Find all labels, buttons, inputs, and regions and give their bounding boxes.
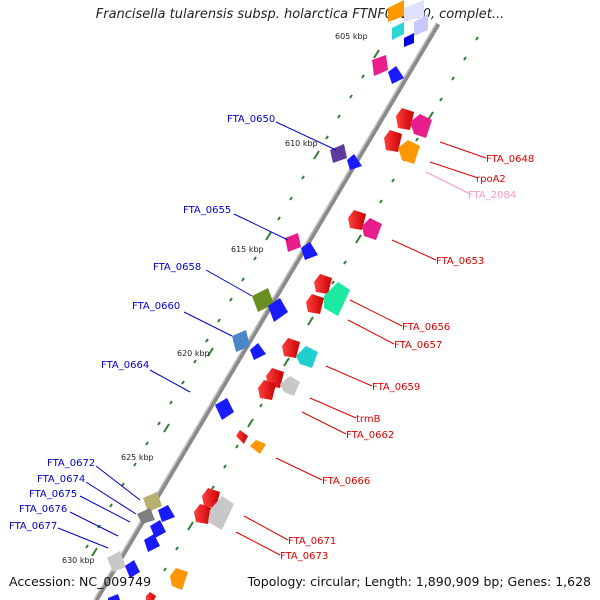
gene-arrow: [324, 282, 350, 316]
gene-arrow: [158, 505, 175, 522]
gene-arrow: [296, 346, 318, 368]
gene-arrow: [372, 55, 388, 76]
gene-arrow: [137, 508, 155, 524]
gene-label[interactable]: FTA_0656: [402, 322, 450, 333]
gene-arrow: [348, 210, 366, 230]
gene-arrow: [396, 108, 414, 130]
reverse-label-connectors: [235, 141, 487, 556]
tick-label: 610 kbp: [285, 139, 318, 148]
gene-arrow: [107, 551, 126, 572]
gene-label[interactable]: FTA_2084: [468, 190, 516, 201]
gene-label[interactable]: trmB: [356, 414, 381, 425]
forward-label-connectors: [57, 121, 337, 549]
gene-arrow: [236, 430, 248, 444]
gene-arrow: [268, 298, 288, 322]
gene-arrow: [150, 520, 166, 538]
topology-summary: Topology: circular; Length: 1,890,909 bp…: [247, 574, 591, 589]
gene-arrow: [170, 568, 188, 590]
major-tick-marks: [91, 49, 434, 557]
gene-arrow: [215, 398, 234, 420]
gene-arrow: [125, 560, 140, 578]
gene-arrow: [410, 114, 432, 138]
gene-arrow: [285, 233, 301, 252]
accession-label: Accession: NC_009749: [9, 574, 152, 589]
gene-label[interactable]: FTA_0655: [183, 205, 231, 216]
gene-arrow: [306, 294, 324, 314]
tick-label: 620 kbp: [177, 349, 210, 358]
gene-label[interactable]: FTA_0662: [346, 430, 394, 441]
gene-label[interactable]: FTA_0653: [436, 256, 484, 267]
gene-arrow: [146, 592, 156, 600]
gene-label[interactable]: FTA_0648: [486, 154, 534, 165]
gene-label[interactable]: rpoA2: [476, 174, 506, 185]
gene-label[interactable]: FTA_0676: [19, 504, 67, 515]
forward-genes[interactable]: [107, 55, 404, 600]
gene-arrow: [143, 492, 162, 512]
gene-label[interactable]: FTA_0675: [29, 489, 77, 500]
forward-gene-labels: FTA_0650 FTA_0655 FTA_0658 FTA_0660 FTA_…: [9, 114, 275, 532]
gene-arrow: [202, 488, 220, 508]
tick-label: 630 kbp: [62, 556, 95, 565]
gene-arrow: [280, 376, 300, 396]
gene-arrow: [250, 440, 266, 454]
gene-arrow: [347, 154, 362, 170]
gene-label[interactable]: FTA_0666: [322, 476, 370, 487]
gene-arrow: [330, 144, 347, 163]
gene-label[interactable]: FTA_0671: [288, 536, 336, 547]
gene-label[interactable]: FTA_0672: [47, 458, 95, 469]
gene-label[interactable]: FTA_0650: [227, 114, 275, 125]
gene-block-top[interactable]: [388, 0, 428, 47]
tick-label: 615 kbp: [231, 245, 264, 254]
tick-label: 605 kbp: [335, 32, 368, 41]
gene-arrow: [208, 496, 234, 530]
gene-label[interactable]: FTA_0660: [132, 301, 180, 312]
reverse-gene-labels: FTA_0648 rpoA2 FTA_2084 FTA_0653 FTA_065…: [280, 154, 534, 562]
gene-label[interactable]: FTA_0673: [280, 551, 328, 562]
gene-label[interactable]: FTA_0658: [153, 262, 201, 273]
reverse-genes[interactable]: [146, 108, 432, 600]
tick-label: 625 kbp: [121, 453, 154, 462]
gene-arrow: [362, 218, 382, 240]
faded-label-connector: [425, 171, 471, 195]
gene-label[interactable]: FTA_0659: [372, 382, 420, 393]
gene-arrow: [388, 66, 404, 84]
gene-arrow: [144, 534, 160, 552]
gene-arrow: [282, 338, 300, 358]
gene-arrow: [301, 242, 318, 260]
gene-label[interactable]: FTA_0657: [394, 340, 442, 351]
gene-label[interactable]: FTA_0677: [9, 521, 57, 532]
gene-arrow: [232, 330, 250, 352]
gene-arrow: [384, 130, 402, 152]
gene-arrow: [194, 504, 212, 524]
gene-arrow: [314, 274, 332, 294]
gene-arrow: [108, 594, 120, 600]
gene-label[interactable]: FTA_0674: [37, 474, 85, 485]
gene-arrow: [398, 140, 420, 164]
gene-label[interactable]: FTA_0664: [101, 360, 149, 371]
gene-arrow: [250, 343, 266, 360]
gene-arrow: [258, 380, 276, 400]
